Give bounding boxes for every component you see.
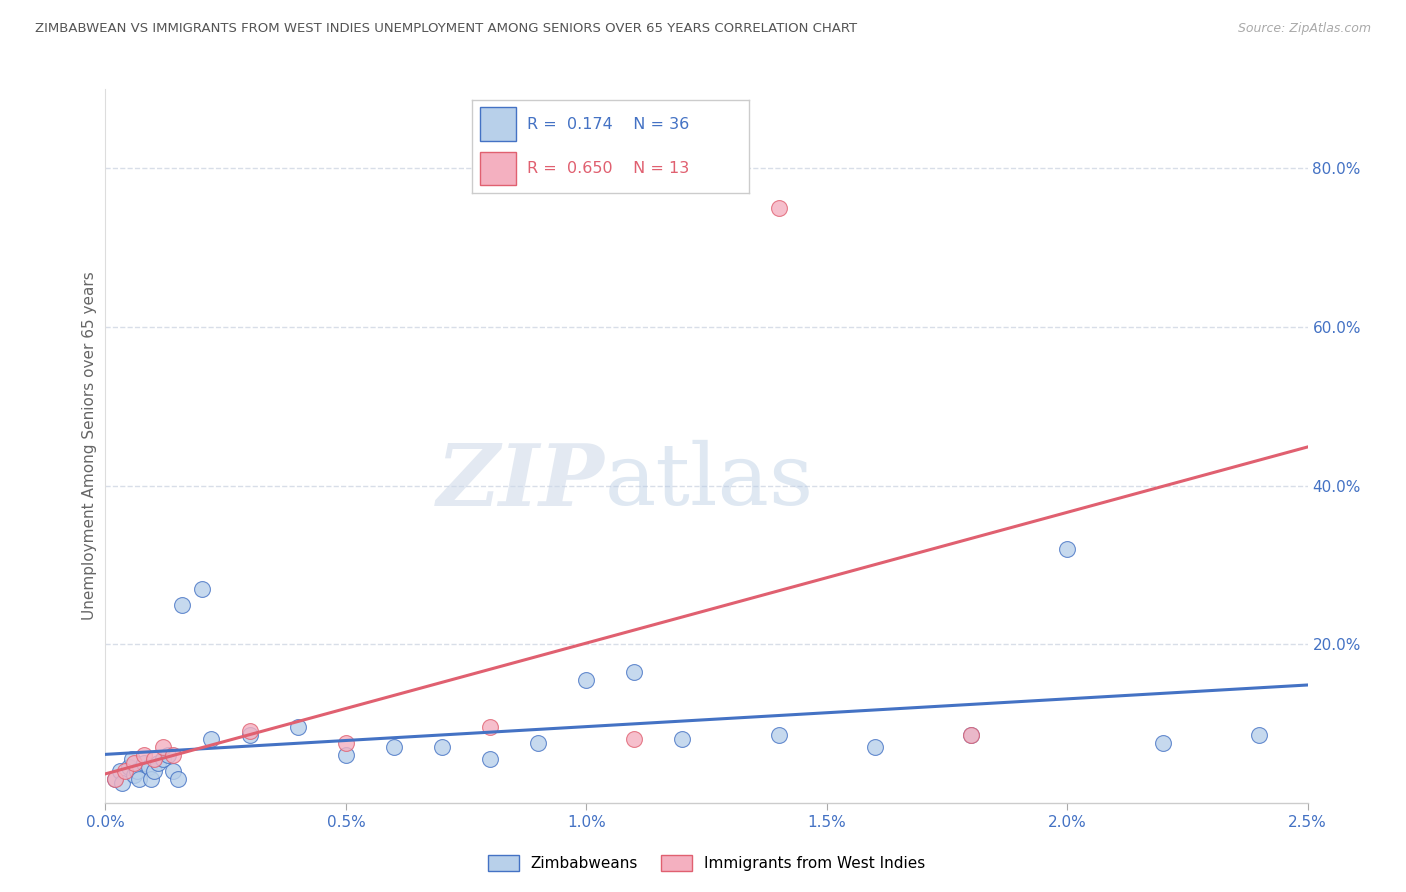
Point — [382, 740, 405, 755]
Legend: Zimbabweans, Immigrants from West Indies: Zimbabweans, Immigrants from West Indies — [482, 849, 931, 877]
Point — [671, 732, 693, 747]
Point — [132, 748, 155, 763]
Point — [172, 598, 194, 612]
Point — [1056, 542, 1078, 557]
Point — [1152, 736, 1174, 750]
Point — [200, 732, 222, 747]
Point — [335, 748, 357, 763]
Point — [111, 776, 134, 790]
Point — [152, 752, 174, 766]
Point — [156, 748, 179, 763]
Point — [335, 736, 357, 750]
Point — [166, 772, 188, 786]
Point — [162, 748, 184, 763]
Point — [139, 772, 162, 786]
Point — [479, 721, 502, 735]
Text: ZIMBABWEAN VS IMMIGRANTS FROM WEST INDIES UNEMPLOYMENT AMONG SENIORS OVER 65 YEA: ZIMBABWEAN VS IMMIGRANTS FROM WEST INDIE… — [35, 22, 858, 36]
Point — [104, 772, 127, 786]
Point — [148, 756, 170, 771]
Point — [768, 728, 790, 742]
Point — [128, 772, 150, 786]
Point — [190, 582, 212, 596]
Point — [114, 764, 136, 778]
Point — [768, 201, 790, 215]
Text: ZIP: ZIP — [436, 440, 605, 524]
Point — [121, 752, 143, 766]
Point — [479, 752, 502, 766]
Point — [104, 772, 127, 786]
Point — [623, 732, 645, 747]
Point — [623, 665, 645, 679]
Point — [1249, 728, 1271, 742]
Point — [863, 740, 886, 755]
Point — [162, 764, 184, 778]
Point — [575, 673, 598, 687]
Point — [960, 728, 983, 742]
Point — [430, 740, 453, 755]
Point — [960, 728, 983, 742]
Point — [527, 736, 550, 750]
Point — [239, 728, 262, 742]
Point — [124, 768, 146, 782]
Point — [239, 724, 262, 739]
Point — [142, 764, 165, 778]
Text: Source: ZipAtlas.com: Source: ZipAtlas.com — [1237, 22, 1371, 36]
Text: atlas: atlas — [605, 440, 814, 524]
Point — [124, 756, 146, 771]
Y-axis label: Unemployment Among Seniors over 65 years: Unemployment Among Seniors over 65 years — [82, 272, 97, 620]
Point — [287, 721, 309, 735]
Point — [108, 764, 131, 778]
Point — [125, 764, 148, 778]
Point — [142, 752, 165, 766]
Point — [118, 760, 141, 774]
Point — [132, 756, 155, 771]
Point — [152, 740, 174, 755]
Point — [138, 760, 160, 774]
